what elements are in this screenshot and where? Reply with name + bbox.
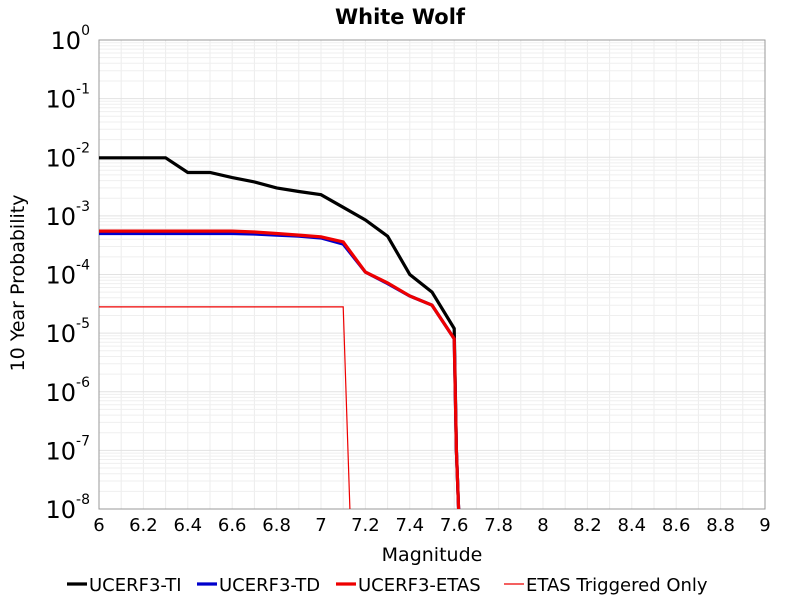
chart-title: White Wolf [335, 5, 466, 29]
y-tick-base: 10 [45, 86, 76, 114]
y-tick-exponent: -3 [76, 199, 90, 215]
x-tick-label: 9 [759, 515, 770, 536]
legend-label-1: UCERF3-TD [219, 575, 320, 596]
x-tick-label: 6.4 [173, 515, 202, 536]
legend-label-2: UCERF3-ETAS [358, 575, 481, 596]
series-layer [99, 156, 461, 510]
series-line-0 [99, 156, 461, 510]
x-tick-label: 7.4 [395, 515, 424, 536]
y-tick-label: 10-2 [45, 140, 90, 172]
y-tick-base: 10 [45, 262, 76, 290]
x-tick-label: 7 [315, 515, 326, 536]
series-line-3 [99, 306, 351, 510]
y-tick-exponent: 0 [81, 23, 90, 39]
x-tick-label: 8.6 [662, 515, 691, 536]
y-tick-exponent: -4 [76, 258, 90, 274]
y-tick-label: 10-5 [45, 316, 90, 348]
x-tick-label: 7.6 [440, 515, 469, 536]
y-tick-label: 10-4 [45, 258, 90, 290]
x-tick-label: 6.8 [262, 515, 291, 536]
y-tick-exponent: -7 [76, 433, 90, 449]
y-tick-base: 10 [45, 496, 76, 524]
y-tick-exponent: -1 [76, 82, 90, 98]
y-tick-base: 10 [45, 203, 76, 231]
x-tick-label: 7.8 [484, 515, 513, 536]
x-tick-label: 6.2 [129, 515, 158, 536]
x-tick-label: 8.2 [573, 515, 602, 536]
y-tick-exponent: -2 [76, 140, 90, 156]
series-line-2 [99, 229, 461, 510]
x-tick-label: 8.8 [706, 515, 735, 536]
y-tick-base: 10 [51, 27, 82, 55]
plot-area [98, 39, 766, 510]
y-tick-label: 10-8 [45, 492, 90, 524]
y-tick-base: 10 [45, 144, 76, 172]
legend: UCERF3-TI UCERF3-TD UCERF3-ETAS ETAS Trigge… [67, 575, 708, 596]
y-tick-base: 10 [45, 437, 76, 465]
legend-label-3: ETAS Triggered Only [526, 575, 708, 596]
y-tick-label: 10-3 [45, 199, 90, 231]
y-tick-base: 10 [45, 379, 76, 407]
x-tick-label: 6 [93, 515, 104, 536]
legend-label-0: UCERF3-TI [89, 575, 182, 596]
x-tick-label: 6.6 [218, 515, 247, 536]
x-axis-ticks: 6 6.2 6.4 6.6 6.8 7 7.2 7.4 7.6 7.8 8 8.2 8.4 8.6 8.8 9 [93, 515, 770, 536]
y-tick-exponent: -5 [76, 316, 90, 332]
grid [98, 40, 766, 510]
y-tick-exponent: -6 [76, 375, 90, 391]
x-tick-label: 8.4 [617, 515, 646, 536]
y-tick-label: 10-6 [45, 375, 90, 407]
y-tick-label: 100 [51, 23, 90, 55]
x-axis-label: Magnitude [382, 544, 483, 566]
y-axis-label: 10 Year Probability [7, 195, 29, 372]
y-tick-label: 10-7 [45, 433, 90, 465]
x-tick-label: 8 [537, 515, 548, 536]
x-tick-label: 7.2 [351, 515, 380, 536]
y-tick-base: 10 [45, 320, 76, 348]
y-tick-exponent: -8 [76, 492, 90, 508]
y-tick-label: 10-1 [45, 82, 90, 114]
